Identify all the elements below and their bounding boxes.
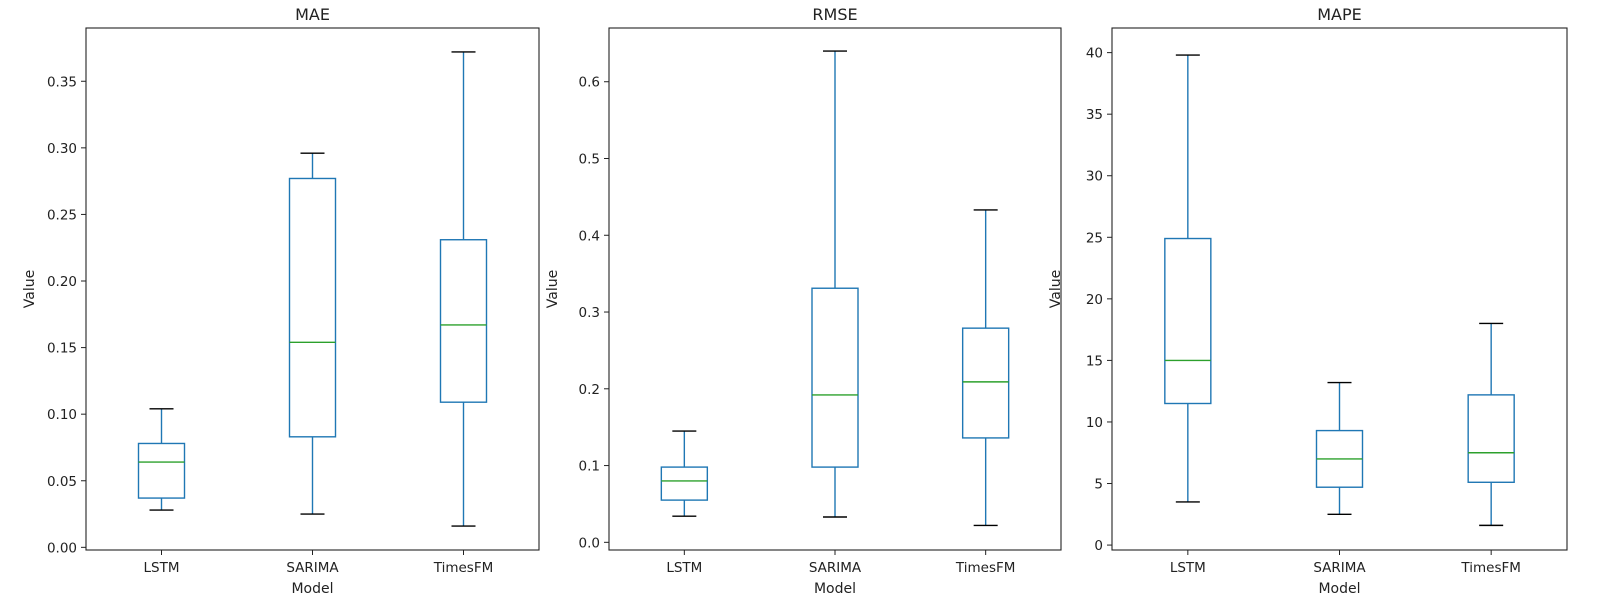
x-tick-label: LSTM — [666, 560, 702, 576]
y-tick-label: 0 — [1094, 538, 1103, 554]
box-timesfm — [439, 51, 488, 527]
x-tick-label: TimesFM — [955, 560, 1015, 576]
box-timesfm — [1467, 322, 1515, 527]
x-tick-label: TimesFM — [1460, 560, 1520, 576]
chart-title: MAPE — [1317, 5, 1362, 24]
y-axis-label: Value — [545, 270, 561, 308]
y-tick-label: 0.15 — [47, 341, 77, 357]
subplot-mae: MAE 0.00 0.05 0.10 0.15 0.20 0.25 0.30 0.35 Value… — [22, 5, 540, 597]
iqr-box — [660, 466, 709, 501]
y-tick-label: 0.5 — [579, 152, 600, 168]
x-tick-label: LSTM — [1170, 560, 1206, 576]
x-tick-label: SARIMA — [1313, 560, 1366, 576]
y-tick-label: 0.6 — [579, 75, 600, 91]
x-tick-label: SARIMA — [286, 560, 339, 576]
y-tick-label: 5 — [1094, 477, 1103, 493]
x-axis-label: Model — [291, 581, 333, 597]
x-tick-label: SARIMA — [809, 560, 862, 576]
axes-frame — [1111, 27, 1568, 551]
subplot-rmse: RMSE 0.0 0.1 0.2 0.3 0.4 0.5 0.6 Value LSTM SARIMA… — [545, 5, 1062, 597]
box-lstm — [660, 430, 709, 517]
x-axis-label: Model — [1318, 581, 1360, 597]
y-tick-label: 0.1 — [579, 459, 600, 475]
iqr-box — [439, 239, 488, 403]
iqr-box — [1467, 394, 1515, 483]
box-sarima — [1315, 381, 1364, 515]
x-tick-label: LSTM — [144, 560, 180, 576]
y-tick-label: 0.0 — [579, 535, 600, 551]
subplot-mape: MAPE 0 5 10 15 20 25 30 35 40 Value LSTM SARIMA Times… — [1048, 5, 1568, 597]
chart-title: MAE — [295, 5, 330, 24]
y-tick-label: 40 — [1086, 46, 1103, 62]
y-tick-label: 20 — [1086, 292, 1103, 308]
x-tick-label: TimesFM — [433, 560, 493, 576]
y-tick-label: 0.2 — [579, 382, 600, 398]
y-tick-label: 0.3 — [579, 305, 600, 321]
iqr-box — [288, 177, 337, 438]
box-sarima — [288, 152, 337, 515]
y-tick-label: 15 — [1086, 353, 1103, 369]
y-tick-label: 10 — [1086, 415, 1103, 431]
x-axis-label: Model — [814, 581, 856, 597]
box-lstm — [137, 408, 186, 511]
y-tick-label: 35 — [1086, 107, 1103, 123]
y-tick-label: 0.00 — [47, 540, 77, 556]
y-tick-label: 0.4 — [579, 228, 600, 244]
y-tick-label: 0.35 — [47, 74, 77, 90]
iqr-box — [137, 442, 186, 499]
y-axis-label: Value — [1048, 270, 1064, 308]
iqr-box — [961, 327, 1010, 439]
y-tick-label: 0.05 — [47, 474, 77, 490]
y-tick-label: 30 — [1086, 169, 1103, 185]
y-tick-label: 25 — [1086, 230, 1103, 246]
chart-title: RMSE — [812, 5, 857, 24]
iqr-box — [811, 287, 859, 468]
y-axis-label: Value — [22, 270, 38, 308]
y-tick-label: 0.20 — [47, 274, 77, 290]
y-tick-label: 0.25 — [47, 207, 77, 223]
iqr-box — [1164, 237, 1212, 405]
y-tick-label: 0.30 — [47, 141, 77, 157]
box-lstm — [1164, 54, 1212, 503]
y-tick-label: 0.10 — [47, 407, 77, 423]
box-sarima — [811, 50, 859, 518]
box-timesfm — [961, 209, 1010, 527]
